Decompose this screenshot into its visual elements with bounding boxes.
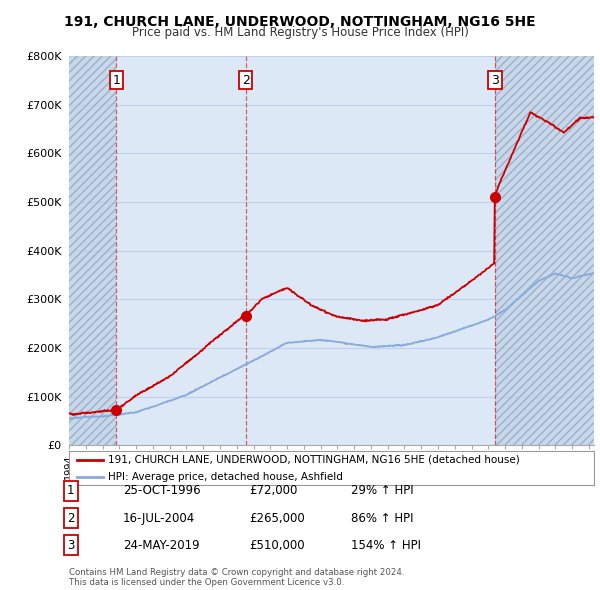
Text: 24-MAY-2019: 24-MAY-2019 (123, 539, 200, 552)
Text: 154% ↑ HPI: 154% ↑ HPI (351, 539, 421, 552)
Text: 16-JUL-2004: 16-JUL-2004 (123, 512, 195, 525)
Text: 86% ↑ HPI: 86% ↑ HPI (351, 512, 413, 525)
Text: 3: 3 (491, 74, 499, 87)
Text: £265,000: £265,000 (249, 512, 305, 525)
Bar (495, 56, 594, 445)
Text: 191, CHURCH LANE, UNDERWOOD, NOTTINGHAM, NG16 5HE: 191, CHURCH LANE, UNDERWOOD, NOTTINGHAM,… (64, 15, 536, 29)
Text: £510,000: £510,000 (249, 539, 305, 552)
Text: Price paid vs. HM Land Registry's House Price Index (HPI): Price paid vs. HM Land Registry's House … (131, 26, 469, 39)
Bar (69, 56, 116, 445)
Text: HPI: Average price, detached house, Ashfield: HPI: Average price, detached house, Ashf… (109, 473, 343, 483)
Text: 25-OCT-1996: 25-OCT-1996 (123, 484, 200, 497)
Text: Contains HM Land Registry data © Crown copyright and database right 2024.
This d: Contains HM Land Registry data © Crown c… (69, 568, 404, 587)
Text: 1: 1 (112, 74, 120, 87)
Text: 2: 2 (242, 74, 250, 87)
Bar (495, 56, 594, 445)
Text: 1: 1 (67, 484, 74, 497)
Text: 29% ↑ HPI: 29% ↑ HPI (351, 484, 413, 497)
Text: 2: 2 (67, 512, 74, 525)
Text: 3: 3 (67, 539, 74, 552)
Text: £72,000: £72,000 (249, 484, 298, 497)
Bar (69, 56, 116, 445)
Text: 191, CHURCH LANE, UNDERWOOD, NOTTINGHAM, NG16 5HE (detached house): 191, CHURCH LANE, UNDERWOOD, NOTTINGHAM,… (109, 455, 520, 465)
